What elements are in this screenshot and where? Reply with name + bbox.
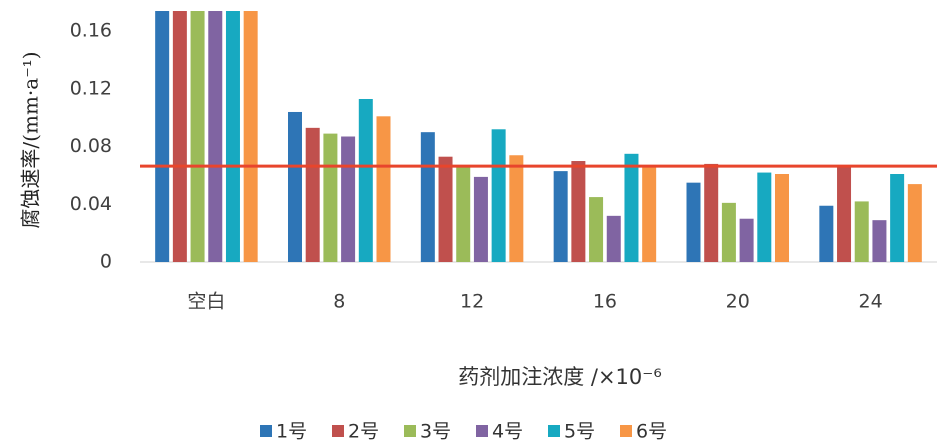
bar	[491, 129, 506, 262]
bar	[907, 184, 922, 262]
bar	[288, 111, 302, 262]
bar	[686, 182, 701, 262]
bar	[509, 155, 524, 262]
bar	[473, 176, 488, 262]
bar	[225, 11, 240, 262]
y-tick-label: 0.04	[70, 193, 112, 215]
x-tick-label: 20	[726, 291, 750, 313]
bar	[305, 127, 320, 263]
x-axis-label: 药剂加注浓度 /×10⁻⁶	[458, 365, 662, 389]
bar	[208, 11, 223, 262]
bar	[358, 98, 373, 262]
y-tick-label: 0	[100, 251, 112, 273]
x-tick-label: 16	[593, 291, 617, 313]
bar	[606, 215, 621, 262]
bar	[819, 205, 834, 262]
bar	[376, 116, 391, 262]
bar	[155, 11, 170, 262]
y-tick-label: 0.12	[70, 77, 112, 99]
legend-label: 4号	[492, 421, 523, 443]
bar	[456, 166, 471, 262]
bar	[323, 133, 338, 262]
legend-swatch	[620, 425, 632, 437]
legend-swatch	[548, 425, 560, 437]
bar	[243, 11, 258, 262]
legend-label: 5号	[564, 421, 595, 443]
bar	[438, 156, 453, 262]
bar	[704, 163, 719, 262]
bar	[341, 136, 356, 262]
bar	[739, 218, 754, 262]
bar	[553, 171, 568, 262]
legend-label: 2号	[348, 421, 379, 443]
bar	[872, 220, 887, 262]
bar	[571, 161, 586, 262]
y-tick-label: 0.16	[70, 20, 112, 42]
x-tick-label: 12	[460, 291, 484, 313]
bar	[837, 166, 852, 262]
legend-swatch	[260, 425, 272, 437]
x-tick-label: 空白	[187, 291, 225, 313]
bar	[757, 172, 772, 262]
legend-label: 6号	[636, 421, 667, 443]
y-tick-label: 0.08	[70, 135, 112, 157]
bar	[624, 153, 639, 262]
bar	[642, 165, 657, 262]
legend-swatch	[476, 425, 488, 437]
bar	[589, 197, 604, 262]
bar	[420, 132, 435, 262]
legend-label: 3号	[420, 421, 451, 443]
bar	[775, 174, 789, 262]
legend-swatch	[404, 425, 416, 437]
bar	[721, 202, 736, 262]
bar	[172, 11, 187, 262]
bar	[890, 174, 905, 262]
legend-swatch	[332, 425, 344, 437]
x-tick-label: 8	[333, 291, 345, 313]
legend-label: 1号	[276, 421, 307, 443]
x-tick-label: 24	[858, 291, 882, 313]
bar	[190, 11, 205, 262]
bar	[854, 201, 869, 262]
y-axis-label: 腐蚀速率/(mm·a⁻¹)	[19, 51, 43, 228]
